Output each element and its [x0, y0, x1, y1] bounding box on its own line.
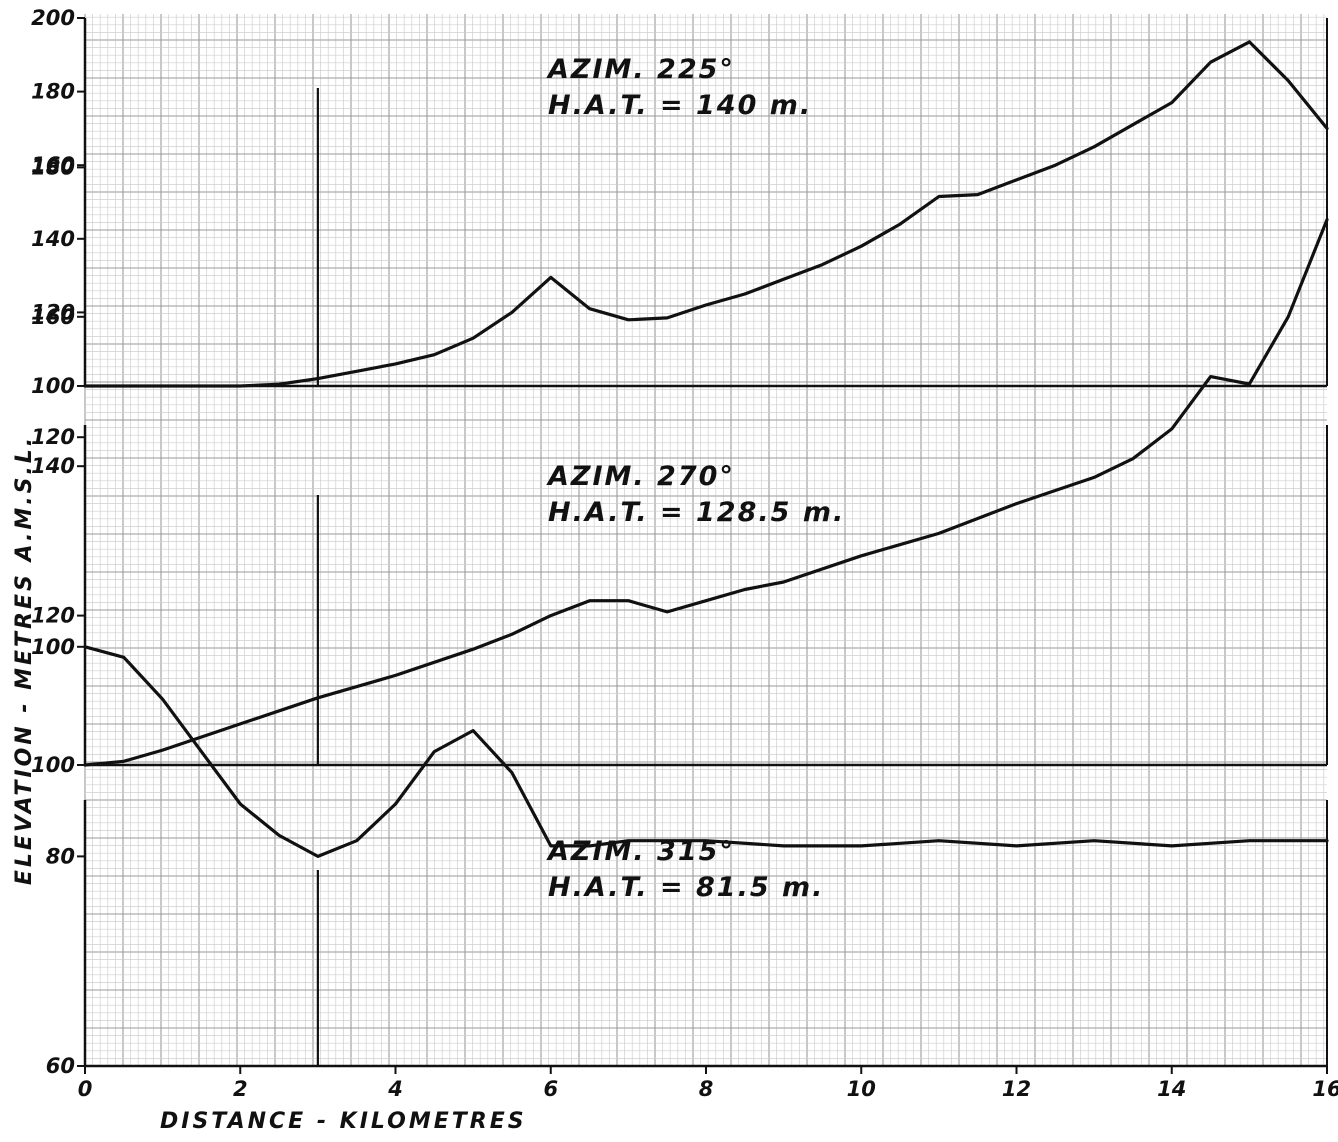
x-tick-label: 6 [543, 1077, 558, 1101]
y-tick-label: 60 [46, 1054, 75, 1078]
x-tick-label: 16 [1312, 1077, 1338, 1101]
x-axis-label: DISTANCE - KILOMETRES [160, 1109, 527, 1134]
x-tick-label: 4 [387, 1077, 403, 1101]
y-tick-label: 160 [31, 153, 75, 177]
x-tick-label: 14 [1157, 1077, 1186, 1101]
azimuth-annotation: AZIM. 225° [546, 54, 735, 85]
hat-annotation: H.A.T. = 81.5 m. [548, 872, 824, 903]
x-tick-label: 2 [233, 1077, 248, 1101]
y-tick-label: 180 [31, 80, 75, 104]
graph-paper-grid [84, 14, 1327, 1067]
chart-panel-3: 60 80 100 120 AZIM. 315° H.A.T. = 81.5 m. [31, 425, 1329, 1078]
y-tick-label: 120 [31, 300, 75, 324]
y-tick-label: 140 [31, 227, 75, 251]
azimuth-annotation: AZIM. 315° [546, 836, 735, 867]
x-axis: 0 2 4 6 8 10 12 14 16 [78, 1066, 1338, 1101]
azimuth-annotation: AZIM. 270° [546, 461, 735, 492]
elevation-profile-line [83, 40, 1329, 388]
x-tick-label: 0 [78, 1077, 93, 1101]
y-tick-label: 180 [31, 155, 75, 179]
y-tick-label: 140 [31, 454, 75, 478]
x-tick-label: 8 [699, 1077, 714, 1101]
y-tick-label: 120 [31, 425, 75, 449]
y-axis-label: ELEVATION - METRES A.M.S.L. [12, 435, 37, 885]
y-tick-label: 120 [31, 604, 75, 628]
y-tick-label: 200 [31, 6, 75, 30]
y-tick-label: 100 [31, 753, 75, 777]
x-tick-label: 10 [847, 1077, 876, 1101]
y-tick-label: 100 [31, 635, 75, 659]
y-tick-label: 160 [31, 305, 75, 329]
hat-annotation: H.A.T. = 128.5 m. [548, 497, 845, 528]
elevation-profile-line [83, 645, 1329, 858]
hat-annotation: H.A.T. = 140 m. [548, 90, 812, 121]
y-tick-label: 80 [46, 844, 75, 868]
y-tick-label: 100 [31, 374, 75, 398]
x-tick-label: 12 [1002, 1077, 1031, 1101]
elevation-profile-line [83, 218, 1329, 767]
